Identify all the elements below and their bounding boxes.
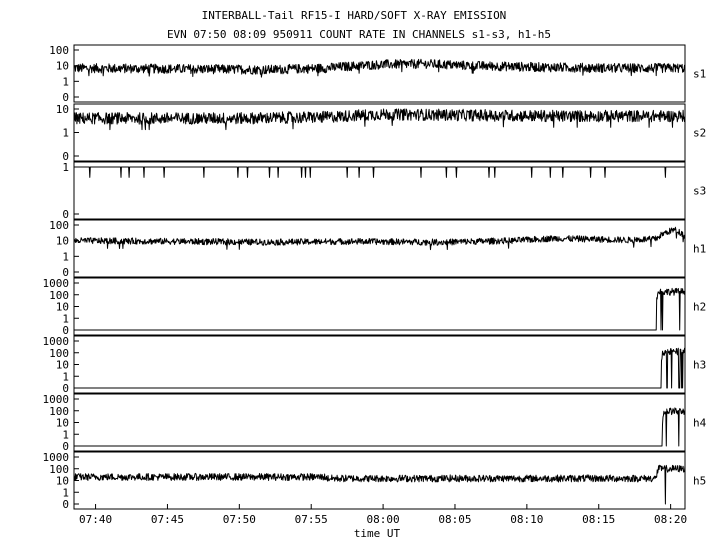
series-line-s3 — [74, 166, 685, 178]
channel-label-h4: h4 — [693, 417, 707, 430]
chart-subtitle: EVN 07:50 08:09 950911 COUNT RATE IN CHA… — [167, 28, 551, 41]
series-line-h1 — [73, 226, 686, 251]
channel-label-h5: h5 — [693, 475, 706, 488]
channel-label-h3: h3 — [693, 359, 706, 372]
series-line-h2 — [74, 287, 686, 331]
panel-frame-s1 — [73, 44, 686, 103]
x-tick-label: 08:10 — [510, 513, 543, 526]
y-tick-label: 1000 — [43, 335, 70, 348]
y-tick-label: 100 — [49, 44, 69, 57]
x-tick-label: 08:00 — [367, 513, 400, 526]
y-tick-label: 1 — [62, 486, 69, 499]
y-tick-label: 100 — [49, 289, 69, 302]
x-tick-label: 07:50 — [223, 513, 256, 526]
y-tick-label: 100 — [49, 405, 69, 418]
series-line-s2 — [73, 108, 686, 131]
y-tick-label: 100 — [49, 347, 69, 360]
panel-frame-s2 — [73, 103, 686, 162]
y-tick-label: 1 — [62, 250, 69, 263]
panel-frame-s3 — [73, 161, 686, 220]
series-line-h3 — [74, 347, 685, 389]
x-tick-label: 07:40 — [79, 513, 112, 526]
y-tick-label: 1 — [62, 312, 69, 325]
y-tick-label: 0 — [62, 440, 69, 453]
x-tick-label: 08:15 — [582, 513, 615, 526]
y-tick-label: 1 — [62, 75, 69, 88]
panel-s3: 1 0 s3 — [62, 161, 706, 221]
y-tick-label: 0 — [62, 150, 69, 163]
y-tick-label: 100 — [49, 219, 69, 232]
y-tick-label: 1 — [62, 127, 69, 140]
channel-label-h2: h2 — [693, 301, 706, 314]
channel-label-s3: s3 — [693, 185, 706, 198]
y-tick-label: 1000 — [43, 393, 70, 406]
y-tick-label: 0 — [62, 324, 69, 337]
x-tick-label: 07:45 — [151, 513, 184, 526]
y-tick-label: 0 — [62, 498, 69, 511]
x-axis: 07:40 07:45 07:50 07:55 08:00 08:05 08:10 08:15… — [79, 504, 687, 526]
y-tick-label: 0 — [62, 266, 69, 279]
y-tick-label: 10 — [56, 103, 69, 116]
x-tick-label: 07:55 — [295, 513, 328, 526]
series-line-s1 — [73, 58, 686, 78]
panel-frame-h3 — [73, 335, 686, 394]
y-tick-label: 10 — [56, 417, 69, 430]
y-tick-label: 100 — [49, 463, 69, 476]
panel-frame-h1 — [73, 219, 686, 278]
x-axis-label: time UT — [354, 527, 401, 540]
y-tick-label: 1 — [62, 370, 69, 383]
y-tick-label: 0 — [62, 91, 69, 104]
y-tick-label: 10 — [56, 235, 69, 248]
chart-title: INTERBALL-Tail RF15-I HARD/SOFT X-RAY EM… — [202, 9, 507, 22]
series-line-h4 — [74, 407, 686, 447]
y-tick-label: 10 — [56, 359, 69, 372]
series-line-h5 — [73, 464, 686, 505]
y-tick-label: 1 — [62, 161, 69, 174]
y-tick-label: 1000 — [43, 451, 70, 464]
panel-frame-h2 — [73, 277, 686, 336]
panel-frame-h4 — [73, 393, 686, 452]
y-tick-label: 10 — [56, 301, 69, 314]
x-tick-label: 08:05 — [438, 513, 471, 526]
y-tick-label: 0 — [62, 382, 69, 395]
y-tick-label: 1 — [62, 428, 69, 441]
channel-label-h1: h1 — [693, 243, 706, 256]
panels-group: 1001010s11010s210s31001010h110001001010h… — [43, 44, 707, 511]
y-tick-label: 1000 — [43, 277, 70, 290]
channel-label-s1: s1 — [693, 68, 706, 81]
y-tick-label: 10 — [56, 475, 69, 488]
channel-label-s2: s2 — [693, 127, 706, 140]
y-tick-label: 0 — [62, 208, 69, 221]
x-tick-label: 08:20 — [654, 513, 687, 526]
y-tick-label: 10 — [56, 60, 69, 73]
